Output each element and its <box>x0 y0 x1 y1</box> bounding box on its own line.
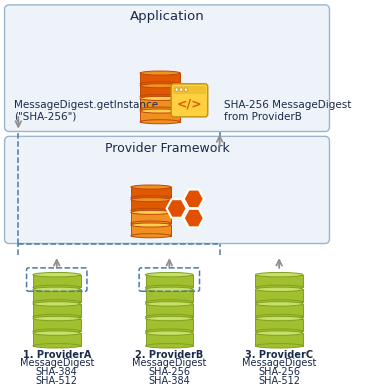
Text: SHA-256 MessageDigest
from ProviderB: SHA-256 MessageDigest from ProviderB <box>224 100 352 122</box>
Ellipse shape <box>255 344 303 348</box>
Ellipse shape <box>33 316 80 321</box>
Ellipse shape <box>131 185 171 189</box>
Text: MessageDigest: MessageDigest <box>20 359 94 369</box>
Text: SHA-256: SHA-256 <box>258 367 300 377</box>
Ellipse shape <box>145 287 193 291</box>
Ellipse shape <box>145 329 193 334</box>
Ellipse shape <box>255 331 303 335</box>
Ellipse shape <box>255 316 303 321</box>
Text: Application: Application <box>130 10 204 23</box>
Ellipse shape <box>145 300 193 304</box>
Ellipse shape <box>145 344 193 348</box>
Bar <box>255 289 303 302</box>
Bar <box>255 333 303 346</box>
FancyBboxPatch shape <box>4 5 330 132</box>
Ellipse shape <box>145 331 193 335</box>
Ellipse shape <box>140 107 180 111</box>
Ellipse shape <box>140 109 180 113</box>
Ellipse shape <box>255 314 303 319</box>
Ellipse shape <box>33 300 80 304</box>
FancyBboxPatch shape <box>171 84 208 117</box>
Ellipse shape <box>255 273 303 277</box>
Ellipse shape <box>33 329 80 334</box>
Text: Provider Framework: Provider Framework <box>105 142 230 155</box>
Bar <box>145 304 193 317</box>
Ellipse shape <box>131 198 171 202</box>
Ellipse shape <box>255 285 303 290</box>
Ellipse shape <box>131 210 171 214</box>
Text: 1. ProviderA: 1. ProviderA <box>23 350 91 360</box>
Ellipse shape <box>255 287 303 291</box>
Bar <box>33 333 80 346</box>
Text: SHA-512: SHA-512 <box>258 376 300 386</box>
Circle shape <box>175 88 178 91</box>
Ellipse shape <box>145 314 193 319</box>
Ellipse shape <box>131 208 171 212</box>
Ellipse shape <box>145 316 193 321</box>
Ellipse shape <box>140 84 180 88</box>
Bar <box>140 86 180 96</box>
Ellipse shape <box>255 300 303 304</box>
Bar <box>140 73 180 84</box>
Bar <box>131 200 171 210</box>
Text: MessageDigest: MessageDigest <box>132 359 207 369</box>
Bar <box>255 304 303 317</box>
Text: SHA-512: SHA-512 <box>36 376 78 386</box>
Text: 3. ProviderC: 3. ProviderC <box>245 350 313 360</box>
Ellipse shape <box>33 314 80 319</box>
Ellipse shape <box>131 234 171 238</box>
Bar <box>140 111 180 122</box>
Ellipse shape <box>33 302 80 306</box>
Text: MessageDigest: MessageDigest <box>242 359 316 369</box>
Ellipse shape <box>140 71 180 75</box>
Bar <box>173 86 206 93</box>
Ellipse shape <box>131 221 171 225</box>
Text: SHA-384: SHA-384 <box>36 367 77 377</box>
Ellipse shape <box>33 285 80 290</box>
Bar <box>255 275 303 287</box>
Bar <box>131 187 171 198</box>
Ellipse shape <box>33 287 80 291</box>
Circle shape <box>180 88 183 91</box>
Ellipse shape <box>145 285 193 290</box>
Ellipse shape <box>131 223 171 227</box>
Ellipse shape <box>145 302 193 306</box>
Ellipse shape <box>131 196 171 200</box>
Bar <box>145 333 193 346</box>
Bar <box>140 98 180 109</box>
Ellipse shape <box>140 82 180 86</box>
Circle shape <box>184 88 187 91</box>
Bar <box>33 289 80 302</box>
Ellipse shape <box>140 120 180 124</box>
Ellipse shape <box>33 273 80 277</box>
Bar <box>131 212 171 223</box>
Bar <box>145 318 193 331</box>
Bar <box>33 304 80 317</box>
Bar <box>145 289 193 302</box>
Ellipse shape <box>255 329 303 334</box>
FancyBboxPatch shape <box>4 136 330 244</box>
Ellipse shape <box>33 344 80 348</box>
Text: 2. ProviderB: 2. ProviderB <box>135 350 203 360</box>
Text: </>: </> <box>177 98 202 111</box>
Bar <box>33 318 80 331</box>
Ellipse shape <box>140 96 180 100</box>
Bar <box>33 275 80 287</box>
Ellipse shape <box>140 95 180 98</box>
Text: SHA-256: SHA-256 <box>148 367 190 377</box>
Text: MessageDigest.getInstance
("SHA-256"): MessageDigest.getInstance ("SHA-256") <box>14 100 158 122</box>
Text: SHA-384: SHA-384 <box>148 376 190 386</box>
Ellipse shape <box>33 331 80 335</box>
Bar <box>255 318 303 331</box>
Bar <box>131 225 171 236</box>
Ellipse shape <box>145 273 193 277</box>
Bar <box>145 275 193 287</box>
Ellipse shape <box>255 302 303 306</box>
